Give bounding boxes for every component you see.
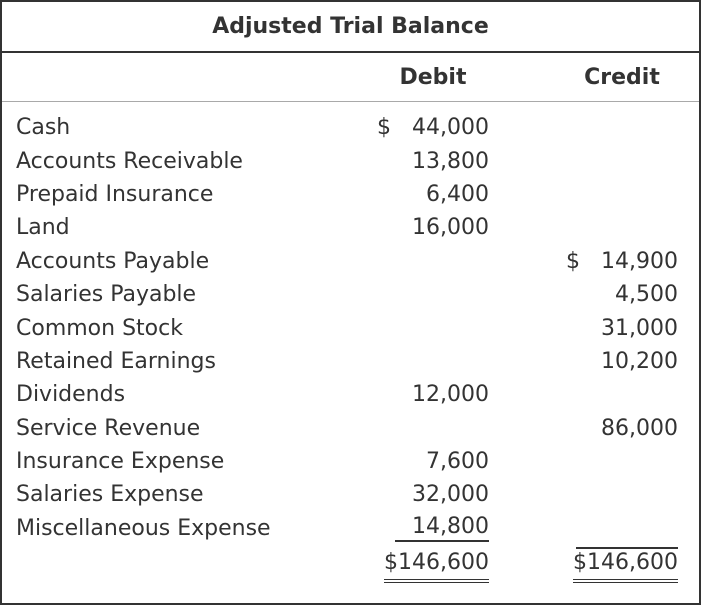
table-row: Accounts Payable $ 14,900 bbox=[2, 245, 699, 278]
debit-value: 44,000 bbox=[412, 115, 489, 141]
credit-amount: 10,200 bbox=[566, 349, 678, 374]
column-header-row: Debit Credit bbox=[2, 53, 699, 102]
debit-value: 13,800 bbox=[412, 148, 489, 174]
debit-amount: 14,800 bbox=[377, 514, 489, 543]
credit-value: 4,500 bbox=[615, 282, 678, 308]
debit-amount: 7,600 bbox=[377, 449, 489, 474]
debit-amount: 32,000 bbox=[377, 482, 489, 507]
account-name: Miscellaneous Expense bbox=[16, 515, 271, 541]
debit-value: 12,000 bbox=[412, 382, 489, 408]
account-name: Land bbox=[16, 215, 70, 241]
table-row: Prepaid Insurance 6,400 bbox=[2, 178, 699, 211]
credit-value: 14,900 bbox=[601, 248, 678, 274]
table-row: Dividends 12,000 bbox=[2, 378, 699, 411]
dollar-sign: $ bbox=[377, 115, 391, 141]
debit-amount: 13,800 bbox=[377, 149, 489, 174]
account-name: Dividends bbox=[16, 382, 126, 408]
credit-column-header: Credit bbox=[584, 64, 660, 90]
table-row: Salaries Payable 4,500 bbox=[2, 278, 699, 311]
credit-amount bbox=[566, 182, 678, 207]
credit-amount: 86,000 bbox=[566, 416, 678, 441]
credit-amount bbox=[566, 215, 678, 240]
account-name: Prepaid Insurance bbox=[16, 181, 214, 207]
credit-amount: 31,000 bbox=[566, 316, 678, 341]
credit-amount bbox=[566, 115, 678, 140]
table-title: Adjusted Trial Balance bbox=[2, 2, 699, 53]
account-name: Retained Earnings bbox=[16, 348, 216, 374]
account-name: Salaries Expense bbox=[16, 482, 204, 508]
table-row: Miscellaneous Expense 14,800 bbox=[2, 512, 699, 545]
debit-amount: 16,000 bbox=[377, 215, 489, 240]
credit-amount: $ 14,900 bbox=[566, 249, 678, 274]
credit-value: 86,000 bbox=[601, 415, 678, 441]
debit-amount: $ 44,000 bbox=[377, 115, 489, 140]
credit-amount bbox=[566, 482, 678, 507]
debit-amount bbox=[377, 349, 489, 374]
table-body: Cash $ 44,000 Accounts Receivable 13,800… bbox=[2, 102, 699, 584]
credit-total: $146,600 bbox=[573, 550, 678, 584]
table-row: Salaries Expense 32,000 bbox=[2, 478, 699, 511]
table-row: Cash $ 44,000 bbox=[2, 111, 699, 144]
debit-value: 14,800 bbox=[395, 514, 489, 543]
debit-value: 6,400 bbox=[426, 181, 489, 207]
debit-amount: 12,000 bbox=[377, 382, 489, 407]
credit-total-overline bbox=[576, 547, 678, 550]
account-name: Common Stock bbox=[16, 315, 183, 341]
credit-value: 31,000 bbox=[601, 315, 678, 341]
credit-amount: 4,500 bbox=[566, 282, 678, 307]
table-row: Retained Earnings 10,200 bbox=[2, 345, 699, 378]
debit-amount bbox=[377, 249, 489, 274]
debit-total-cell: $146,600 bbox=[377, 550, 489, 584]
credit-amount bbox=[566, 149, 678, 174]
table-row: Service Revenue 86,000 bbox=[2, 412, 699, 445]
account-name: Accounts Receivable bbox=[16, 148, 243, 174]
account-name: Service Revenue bbox=[16, 415, 201, 441]
credit-amount bbox=[566, 449, 678, 474]
dollar-sign: $ bbox=[566, 248, 580, 274]
debit-amount bbox=[377, 416, 489, 441]
debit-column-header: Debit bbox=[399, 64, 467, 90]
account-name: Salaries Payable bbox=[16, 282, 197, 308]
debit-value: 16,000 bbox=[412, 215, 489, 241]
table-row: Common Stock 31,000 bbox=[2, 311, 699, 344]
debit-amount: 6,400 bbox=[377, 182, 489, 207]
debit-value: 7,600 bbox=[426, 449, 489, 475]
debit-total: $146,600 bbox=[384, 550, 489, 584]
account-name: Accounts Payable bbox=[16, 248, 210, 274]
credit-amount bbox=[566, 382, 678, 407]
totals-row: $146,600 $146,600 bbox=[2, 545, 699, 584]
credit-total-cell: $146,600 bbox=[566, 547, 678, 584]
table-row: Insurance Expense 7,600 bbox=[2, 445, 699, 478]
table-row: Accounts Receivable 13,800 bbox=[2, 144, 699, 177]
debit-amount bbox=[377, 316, 489, 341]
table-row: Land 16,000 bbox=[2, 211, 699, 244]
credit-amount bbox=[566, 516, 678, 541]
debit-value: 32,000 bbox=[412, 482, 489, 508]
credit-value: 10,200 bbox=[601, 348, 678, 374]
account-name: Cash bbox=[16, 115, 71, 141]
account-name: Insurance Expense bbox=[16, 449, 225, 475]
debit-amount bbox=[377, 282, 489, 307]
